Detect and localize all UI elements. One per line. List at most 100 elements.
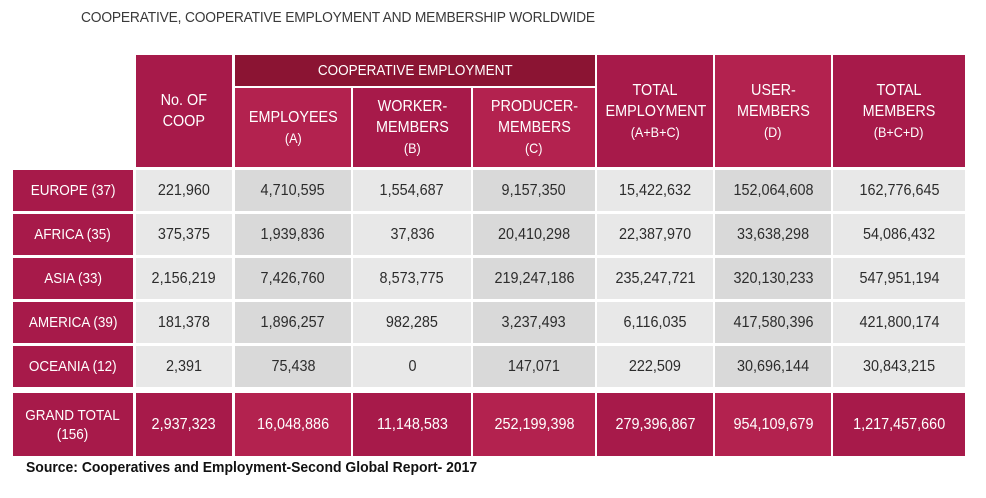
table-cell-value: 1,939,836 xyxy=(260,225,326,243)
table-cell: 181,378 xyxy=(136,302,232,343)
table-cell-value: 219,247,186 xyxy=(493,269,575,287)
table-cell-value: 37,836 xyxy=(389,225,435,243)
table-cell: 1,896,257 xyxy=(235,302,351,343)
column-header-text: No. OF COOP xyxy=(158,90,210,132)
table-cell-value: 20,410,298 xyxy=(497,225,571,243)
table-cell: 547,951,194 xyxy=(833,258,965,299)
table-cell-value: 22,387,970 xyxy=(618,225,692,243)
row-label-3: AMERICA (39) xyxy=(13,302,133,343)
column-header-0: No. OF COOP xyxy=(136,55,232,167)
grand-total-value: 2,937,323 xyxy=(151,415,217,433)
table-cell: 22,387,970 xyxy=(597,214,713,255)
table-cell: 9,157,350 xyxy=(473,170,595,211)
column-header-3: PRODUCER- MEMBERS (C) xyxy=(473,88,595,167)
column-header-label: TOTAL EMPLOYMENT xyxy=(605,81,707,120)
column-header-text: USER- MEMBERS (D) xyxy=(733,80,814,143)
grand-total-cell: 2,937,323 xyxy=(136,393,232,456)
group-header-cooperative-employment: COOPERATIVE EMPLOYMENT xyxy=(235,55,595,86)
grand-total-cell: 954,109,679 xyxy=(715,393,831,456)
table-cell: 30,843,215 xyxy=(833,346,965,387)
table-cell: 147,071 xyxy=(473,346,595,387)
table-cell-value: 6,116,035 xyxy=(623,313,687,331)
group-header-label: COOPERATIVE EMPLOYMENT xyxy=(317,62,513,79)
column-header-sub: (A+B+C) xyxy=(630,123,680,140)
table-cell-value: 1,896,257 xyxy=(260,313,326,331)
column-header-sub: (B+C+D) xyxy=(874,123,924,140)
table-cell: 222,509 xyxy=(597,346,713,387)
table-cell-value: 152,064,608 xyxy=(732,181,814,199)
table-cell-value: 0 xyxy=(407,357,417,375)
table-cell: 219,247,186 xyxy=(473,258,595,299)
table-cell-value: 3,237,493 xyxy=(501,313,567,331)
grand-total-cell: 16,048,886 xyxy=(235,393,351,456)
row-label-text: AMERICA (39) xyxy=(28,314,118,331)
table-cell: 162,776,645 xyxy=(833,170,965,211)
table-cell-value: 15,422,632 xyxy=(618,181,692,199)
table-cell: 982,285 xyxy=(353,302,471,343)
table-cell: 421,800,174 xyxy=(833,302,965,343)
table-cell-value: 162,776,645 xyxy=(858,181,940,199)
table-cell: 33,638,298 xyxy=(715,214,831,255)
column-header-label: PRODUCER- MEMBERS xyxy=(490,98,578,136)
table-cell: 30,696,144 xyxy=(715,346,831,387)
grand-total-value: 16,048,886 xyxy=(256,415,330,433)
table-cell-value: 417,580,396 xyxy=(732,313,814,331)
table-cell: 6,116,035 xyxy=(597,302,713,343)
column-header-sub: (B) xyxy=(403,140,421,156)
row-label-0: EUROPE (37) xyxy=(13,170,133,211)
table-cell-value: 4,710,595 xyxy=(260,181,326,199)
row-label-4: OCEANIA (12) xyxy=(13,346,133,387)
table-cell-value: 7,426,760 xyxy=(260,269,326,287)
table-cell: 3,237,493 xyxy=(473,302,595,343)
column-header-label: No. OF COOP xyxy=(160,92,208,130)
table-cell: 37,836 xyxy=(353,214,471,255)
source-note: Source: Cooperatives and Employment-Seco… xyxy=(26,459,478,476)
table-cell: 4,710,595 xyxy=(235,170,351,211)
column-header-text: TOTAL EMPLOYMENT (A+B+C) xyxy=(600,80,710,143)
table-cell: 7,426,760 xyxy=(235,258,351,299)
table-cell-value: 320,130,233 xyxy=(732,269,814,287)
table-cell: 235,247,721 xyxy=(597,258,713,299)
column-header-4: TOTAL EMPLOYMENT (A+B+C) xyxy=(597,55,713,167)
table-cell-value: 54,086,432 xyxy=(862,225,936,243)
grand-total-cell: 11,148,583 xyxy=(353,393,471,456)
grand-total-value: 252,199,398 xyxy=(493,415,575,433)
table-cell: 417,580,396 xyxy=(715,302,831,343)
table-cell-value: 2,391 xyxy=(165,357,203,375)
table-cell-value: 30,696,144 xyxy=(736,357,810,375)
table-cell-value: 375,375 xyxy=(157,225,211,243)
table-cell-value: 1,554,687 xyxy=(379,181,445,199)
table-cell-value: 547,951,194 xyxy=(858,269,940,287)
table-cell: 75,438 xyxy=(235,346,351,387)
table-cell-value: 221,960 xyxy=(157,181,211,199)
column-header-text: EMPLOYEES (A) xyxy=(244,107,343,149)
column-header-text: TOTAL MEMBERS (B+C+D) xyxy=(836,80,962,143)
table-cell: 0 xyxy=(353,346,471,387)
grand-total-cell: 279,396,867 xyxy=(597,393,713,456)
column-header-2: WORKER- MEMBERS (B) xyxy=(353,88,471,167)
table-cell-value: 421,800,174 xyxy=(858,313,940,331)
column-header-5: USER- MEMBERS (D) xyxy=(715,55,831,167)
grand-total-value: 954,109,679 xyxy=(732,415,814,433)
column-header-sub: (D) xyxy=(764,123,782,140)
column-header-label: WORKER- MEMBERS xyxy=(375,98,449,136)
grand-total-label-text: GRAND TOTAL (156) xyxy=(25,406,121,443)
row-label-text: AFRICA (35) xyxy=(34,226,112,243)
column-header-label: EMPLOYEES xyxy=(248,108,338,126)
table-cell: 2,156,219 xyxy=(136,258,232,299)
table-cell-value: 147,071 xyxy=(507,357,561,375)
column-header-6: TOTAL MEMBERS (B+C+D) xyxy=(833,55,965,167)
column-header-text: PRODUCER- MEMBERS (C) xyxy=(486,96,583,159)
table-cell: 152,064,608 xyxy=(715,170,831,211)
row-label-text: ASIA (33) xyxy=(44,270,102,287)
table-cell-value: 30,843,215 xyxy=(862,357,936,375)
table-cell-value: 2,156,219 xyxy=(151,269,217,287)
grand-total-cell: 1,217,457,660 xyxy=(833,393,965,456)
table-cell: 375,375 xyxy=(136,214,232,255)
column-header-sub: (A) xyxy=(284,129,302,146)
column-header-1: EMPLOYEES (A) xyxy=(235,88,351,167)
table-cell-value: 982,285 xyxy=(385,313,439,331)
table-cell: 221,960 xyxy=(136,170,232,211)
table-cell-value: 235,247,721 xyxy=(614,269,696,287)
column-header-label: USER- MEMBERS xyxy=(736,81,810,120)
